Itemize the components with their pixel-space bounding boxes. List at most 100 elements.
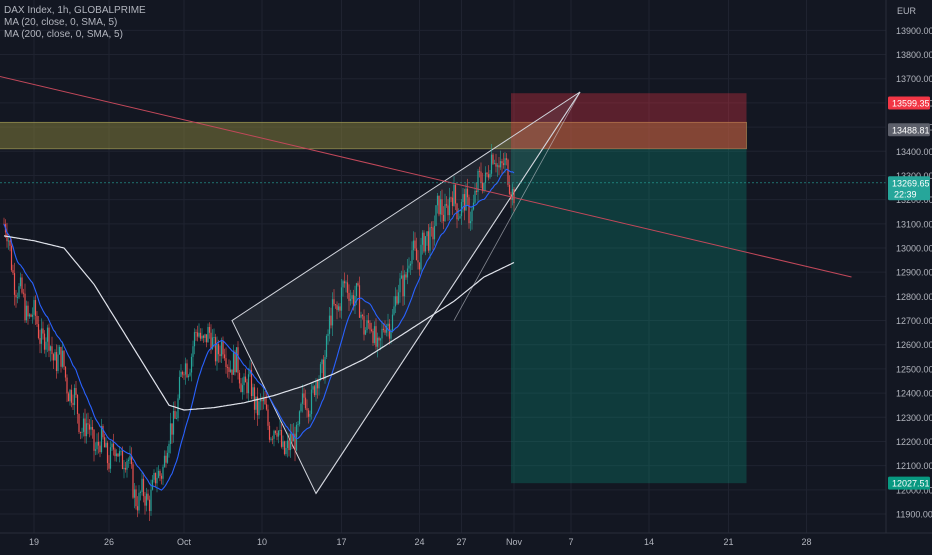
candle-body xyxy=(234,351,236,373)
candle-body xyxy=(487,174,490,178)
candle-body xyxy=(78,414,80,433)
candle-body xyxy=(202,335,205,338)
candle-body xyxy=(508,184,511,194)
candle-body xyxy=(346,282,349,293)
candle-body xyxy=(247,374,250,394)
candle-body xyxy=(169,423,172,444)
candle-body xyxy=(387,323,389,327)
candle-body xyxy=(490,154,493,174)
candle-body xyxy=(178,376,181,399)
candle-body xyxy=(468,197,470,224)
candle-body xyxy=(148,499,151,511)
candle-body xyxy=(189,372,191,376)
candle-body xyxy=(349,298,352,301)
candle-body xyxy=(187,375,190,378)
candle-body xyxy=(501,161,503,164)
candle-body xyxy=(496,165,499,167)
candle-body xyxy=(196,332,199,337)
candle-body xyxy=(52,354,55,361)
ma20-legend: MA (20, close, 0, SMA, 5) xyxy=(4,17,118,28)
y-tick-label: 13100.00 xyxy=(896,219,932,229)
currency-label: EUR xyxy=(897,6,917,16)
candle-body xyxy=(339,306,341,311)
candle-body xyxy=(252,387,254,397)
price-tag-stop-value: 13599.35 xyxy=(892,99,930,109)
y-tick-label: 13900.00 xyxy=(896,26,932,36)
candle-body xyxy=(103,437,106,448)
y-tick-label: 12400.00 xyxy=(896,389,932,399)
candle-body xyxy=(297,424,299,425)
candle-body xyxy=(199,332,202,339)
candle-body xyxy=(237,347,239,373)
candle-body xyxy=(430,227,433,229)
candle-body xyxy=(267,409,269,426)
candle-body xyxy=(463,194,466,211)
candle-body xyxy=(310,389,313,415)
symbol-title: DAX Index, 1h, GLOBALPRIME xyxy=(4,5,146,16)
candle-body xyxy=(210,332,212,350)
candle-body xyxy=(477,170,479,192)
candle-body xyxy=(114,449,116,457)
candle-body xyxy=(414,240,416,249)
candle-body xyxy=(115,453,118,457)
candle-body xyxy=(96,441,98,450)
price-tag-target xyxy=(888,476,930,490)
candle-body xyxy=(94,449,97,451)
candle-body xyxy=(268,425,271,440)
x-tick-label: 28 xyxy=(801,537,811,547)
candle-body xyxy=(357,283,359,286)
candle-body xyxy=(469,221,472,224)
x-tick-label: 21 xyxy=(723,537,733,547)
candle-body xyxy=(442,214,445,222)
candle-body xyxy=(190,356,193,373)
candle-body xyxy=(271,438,274,440)
candle-body xyxy=(61,350,64,367)
candle-body xyxy=(43,333,46,350)
wedge-lower-line xyxy=(315,91,581,494)
candle-body xyxy=(499,161,502,168)
candle-body xyxy=(121,450,124,469)
candle-body xyxy=(418,262,421,270)
candle-body xyxy=(93,429,95,451)
candle-body xyxy=(274,430,277,434)
candle-body xyxy=(396,296,398,304)
candle-body xyxy=(48,327,50,351)
candle-body xyxy=(33,300,35,315)
candle-body xyxy=(106,442,109,464)
candle-body xyxy=(304,397,307,409)
y-tick-label: 13400.00 xyxy=(896,147,932,157)
candle-body xyxy=(151,479,154,490)
candle-body xyxy=(366,320,368,331)
candle-body xyxy=(16,297,19,299)
candle-body xyxy=(406,268,409,278)
candle-body xyxy=(505,158,508,160)
candle-body xyxy=(345,282,347,284)
candle-body xyxy=(211,337,214,350)
candle-body xyxy=(367,320,370,323)
candle-body xyxy=(400,275,403,279)
candle-body xyxy=(313,386,316,396)
candle-body xyxy=(420,244,422,270)
y-tick-label: 12900.00 xyxy=(896,268,932,278)
candle-body xyxy=(54,352,56,361)
candle-body xyxy=(453,184,455,206)
candle-body xyxy=(282,441,284,447)
candle-body xyxy=(427,231,430,251)
candle-body xyxy=(403,274,406,297)
candle-body xyxy=(327,333,329,337)
candle-body xyxy=(226,366,229,368)
candle-body xyxy=(31,314,34,317)
candle-body xyxy=(124,467,127,470)
ma200-line xyxy=(3,235,515,411)
candle-body xyxy=(51,346,53,355)
x-tick-label: 19 xyxy=(29,537,39,547)
x-tick-label: 17 xyxy=(336,537,346,547)
candle-body xyxy=(484,172,487,183)
candle-body xyxy=(352,295,355,307)
candle-body xyxy=(243,376,245,386)
candle-body xyxy=(481,182,484,191)
price-tag-last xyxy=(888,176,930,201)
candle-body xyxy=(153,472,155,480)
